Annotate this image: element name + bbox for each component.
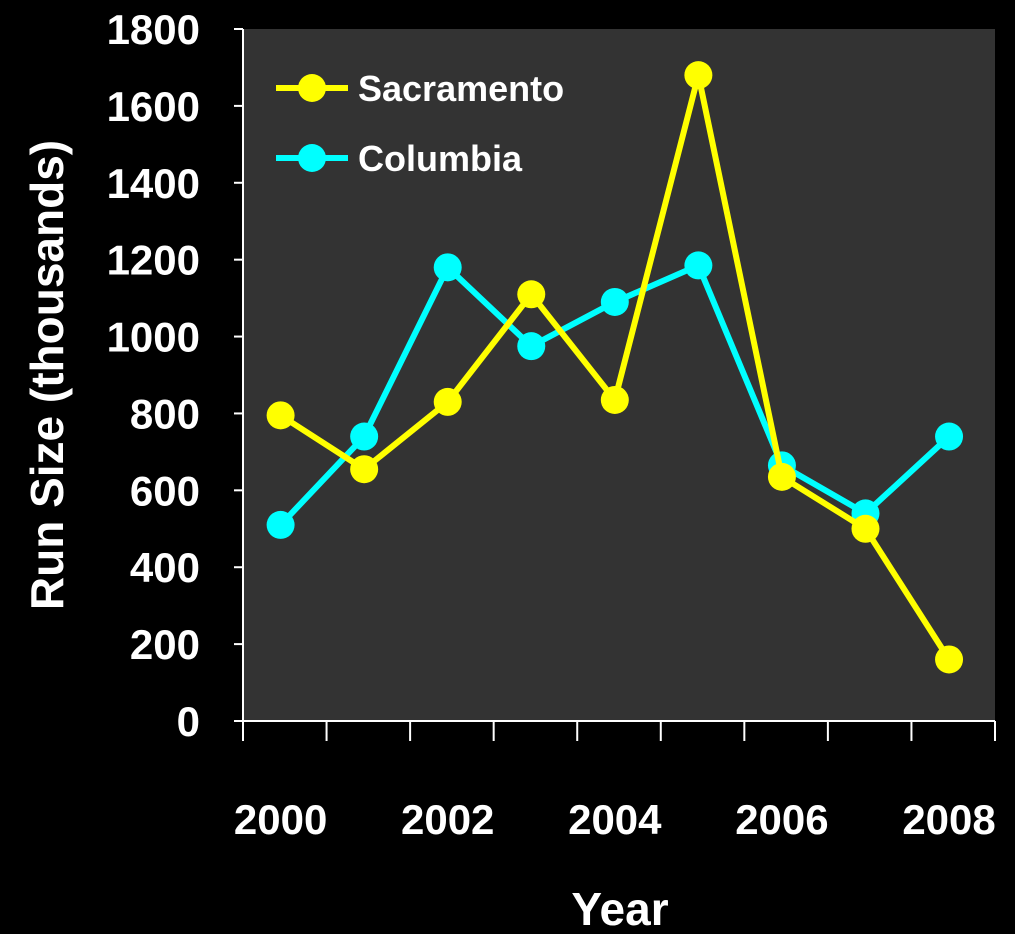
x-tick-label: 2000: [234, 796, 327, 843]
x-tick-label: 2008: [902, 796, 995, 843]
data-point: [517, 280, 546, 309]
data-point: [266, 401, 295, 430]
y-tick-label: 800: [130, 390, 200, 437]
data-point: [600, 287, 629, 316]
data-point: [767, 462, 796, 491]
data-point: [684, 61, 713, 90]
legend-item-columbia: Columbia: [276, 138, 523, 179]
y-tick-label: 1400: [107, 160, 200, 207]
y-tick-label: 600: [130, 467, 200, 514]
legend-item-sacramento: Sacramento: [276, 68, 564, 109]
data-point: [600, 385, 629, 414]
y-tick-label: 1600: [107, 83, 200, 130]
series-sacramento: [266, 61, 964, 674]
data-point: [433, 387, 462, 416]
legend: Sacramento Columbia: [276, 68, 564, 179]
y-axis-title: Run Size (thousands): [21, 140, 73, 610]
data-point: [935, 645, 964, 674]
legend-swatch-marker: [298, 144, 326, 172]
x-tick-label: 2004: [568, 796, 662, 843]
data-point: [935, 422, 964, 451]
y-axis: 0 200 400 600 800 1000 1200 1400 1600 1800: [107, 6, 244, 745]
y-tick-label: 0: [177, 698, 200, 745]
data-point: [851, 514, 880, 543]
y-tick-label: 200: [130, 621, 200, 668]
y-tick-label: 1200: [107, 237, 200, 284]
data-point: [350, 422, 379, 451]
x-tick-label: 2006: [735, 796, 828, 843]
data-point: [350, 455, 379, 484]
y-tick-label: 400: [130, 544, 200, 591]
legend-swatch-marker: [298, 74, 326, 102]
y-tick-label: 1000: [107, 314, 200, 361]
data-point: [266, 510, 295, 539]
legend-label: Sacramento: [358, 68, 564, 109]
series-layer: [266, 61, 964, 674]
data-point: [684, 251, 713, 280]
x-axis: 2000 2002 2004 2006 2008: [234, 720, 996, 843]
legend-label: Columbia: [358, 138, 523, 179]
x-axis-title: Year: [571, 883, 668, 934]
data-point: [517, 332, 546, 361]
x-tick-label: 2002: [401, 796, 494, 843]
y-tick-label: 1800: [107, 6, 200, 53]
data-point: [433, 253, 462, 282]
